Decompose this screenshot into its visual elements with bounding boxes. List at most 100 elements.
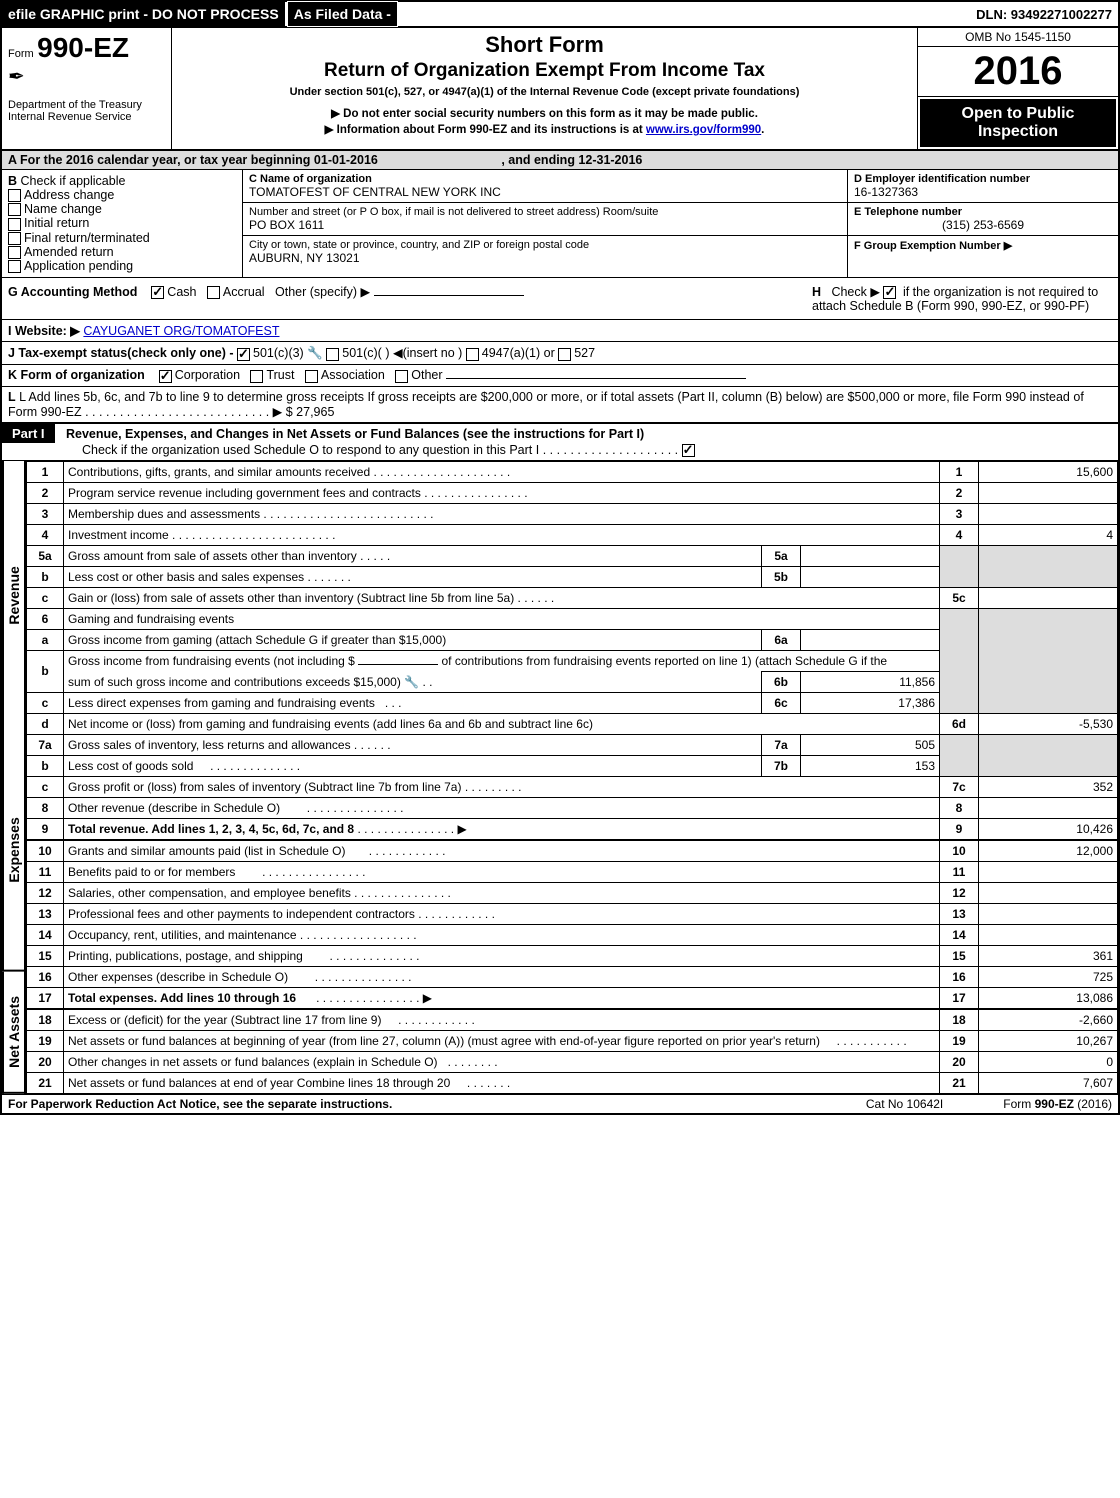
dln-label: DLN: 93492271002277 [976, 7, 1118, 22]
l8-num: 8 [27, 797, 64, 818]
application-pending-label: Application pending [24, 259, 133, 273]
line-2: 2 Program service revenue including gove… [27, 482, 1118, 503]
l20-col: 20 [940, 1051, 979, 1072]
trust-checkbox[interactable] [250, 370, 263, 383]
page-footer: For Paperwork Reduction Act Notice, see … [2, 1094, 1118, 1113]
g-label: G Accounting Method [8, 285, 137, 299]
application-pending-checkbox[interactable] [8, 260, 21, 273]
form-header: Form 990-EZ ✒ Department of the Treasury… [2, 28, 1118, 151]
l16-amt: 725 [979, 966, 1118, 987]
amended-return-checkbox[interactable] [8, 246, 21, 259]
dept-treasury: Department of the Treasury [8, 99, 165, 111]
irs-link[interactable]: www.irs.gov/form990 [646, 124, 761, 136]
j-label: J Tax-exempt status(check only one) - [8, 346, 234, 360]
l6c-box: 6c [762, 692, 801, 713]
l14-amt [979, 924, 1118, 945]
address-change-checkbox[interactable] [8, 189, 21, 202]
d-label: D Employer identification number [854, 173, 1112, 185]
line-19: 19 Net assets or fund balances at beginn… [27, 1030, 1118, 1051]
l5b-box: 5b [762, 566, 801, 587]
revenue-label: Revenue [2, 461, 24, 731]
l1-num: 1 [27, 461, 64, 482]
l18-num: 18 [27, 1009, 64, 1031]
l7a-boxv: 505 [801, 734, 940, 755]
section-c: C Name of organization TOMATOFEST OF CEN… [243, 170, 847, 277]
k-label: K Form of organization [8, 368, 145, 382]
501c-label: 501(c)( ) ◀(insert no ) [342, 346, 462, 360]
amended-return-label: Amended return [24, 245, 114, 259]
l20-amt: 0 [979, 1051, 1118, 1072]
l5b-num: b [27, 566, 64, 587]
l10-text: Grants and similar amounts paid (list in… [68, 844, 345, 858]
l6c-text: Less direct expenses from gaming and fun… [68, 696, 375, 710]
other-org-checkbox[interactable] [395, 370, 408, 383]
l4-amt: 4 [979, 524, 1118, 545]
4947-checkbox[interactable] [466, 348, 479, 361]
l-text: L Add lines 5b, 6c, and 7b to line 9 to … [8, 390, 1084, 419]
l9-amt: 10,426 [979, 818, 1118, 840]
tax-year: 2016 [918, 47, 1118, 97]
section-labels: Revenue Expenses Net Assets [2, 461, 26, 1094]
l18-text: Excess or (deficit) for the year (Subtra… [68, 1013, 381, 1027]
line-14: 14 Occupancy, rent, utilities, and maint… [27, 924, 1118, 945]
l10-num: 10 [27, 840, 64, 862]
line-3: 3 Membership dues and assessments . . . … [27, 503, 1118, 524]
l20-text: Other changes in net assets or fund bala… [68, 1055, 438, 1069]
l17-col: 17 [940, 987, 979, 1009]
name-change-checkbox[interactable] [8, 203, 21, 216]
l1-col: 1 [940, 461, 979, 482]
l9-col: 9 [940, 818, 979, 840]
l14-num: 14 [27, 924, 64, 945]
l6a-num: a [27, 629, 64, 650]
corp-checkbox[interactable] [159, 370, 172, 383]
l13-num: 13 [27, 903, 64, 924]
website-link[interactable]: CAYUGANET ORG/TOMATOFEST [83, 324, 279, 338]
l11-text: Benefits paid to or for members [68, 865, 235, 879]
short-form-title: Short Form [178, 32, 911, 58]
l10-amt: 12,000 [979, 840, 1118, 862]
l9-num: 9 [27, 818, 64, 840]
l8-text: Other revenue (describe in Schedule O) [68, 801, 280, 815]
l5c-text: Gain or (loss) from sale of assets other… [68, 591, 514, 605]
l6a-text: Gross income from gaming (attach Schedul… [64, 629, 762, 650]
l8-amt [979, 797, 1118, 818]
l11-amt [979, 861, 1118, 882]
schedule-o-checkbox[interactable] [682, 444, 695, 457]
accrual-checkbox[interactable] [207, 286, 220, 299]
line-5c: c Gain or (loss) from sale of assets oth… [27, 587, 1118, 608]
527-label: 527 [574, 346, 595, 360]
street-label: Number and street (or P O box, if mail i… [249, 206, 841, 218]
l6d-col: 6d [940, 713, 979, 734]
header-left: Form 990-EZ ✒ Department of the Treasury… [2, 28, 172, 149]
ein-value: 16-1327363 [854, 185, 1112, 199]
section-l: L L Add lines 5b, 6c, and 7b to line 9 t… [2, 387, 1118, 424]
l6-num: 6 [27, 608, 64, 629]
cash-checkbox[interactable] [151, 286, 164, 299]
l13-amt [979, 903, 1118, 924]
l6d-text: Net income or (loss) from gaming and fun… [64, 713, 940, 734]
phone-value: (315) 253-6569 [854, 218, 1112, 232]
final-return-checkbox[interactable] [8, 232, 21, 245]
line-18: 18 Excess or (deficit) for the year (Sub… [27, 1009, 1118, 1031]
l3-num: 3 [27, 503, 64, 524]
form-990ez-page: efile GRAPHIC print - DO NOT PROCESS As … [0, 0, 1120, 1115]
line-7a: 7a Gross sales of inventory, less return… [27, 734, 1118, 755]
l3-amt [979, 503, 1118, 524]
l17-amt: 13,086 [979, 987, 1118, 1009]
l5a-boxv [801, 545, 940, 566]
l16-num: 16 [27, 966, 64, 987]
name-change-label: Name change [24, 202, 102, 216]
l5c-col: 5c [940, 587, 979, 608]
501c3-checkbox[interactable] [237, 348, 250, 361]
section-h: H Check ▶ if the organization is not req… [812, 284, 1112, 313]
l6a-box: 6a [762, 629, 801, 650]
line-1: 1 Contributions, gifts, grants, and simi… [27, 461, 1118, 482]
l20-num: 20 [27, 1051, 64, 1072]
527-checkbox[interactable] [558, 348, 571, 361]
501c-checkbox[interactable] [326, 348, 339, 361]
assoc-checkbox[interactable] [305, 370, 318, 383]
initial-return-checkbox[interactable] [8, 218, 21, 231]
form-number: 990-EZ [37, 32, 129, 63]
header-right: OMB No 1545-1150 2016 Open to Public Ins… [917, 28, 1118, 149]
h-checkbox[interactable] [883, 286, 896, 299]
